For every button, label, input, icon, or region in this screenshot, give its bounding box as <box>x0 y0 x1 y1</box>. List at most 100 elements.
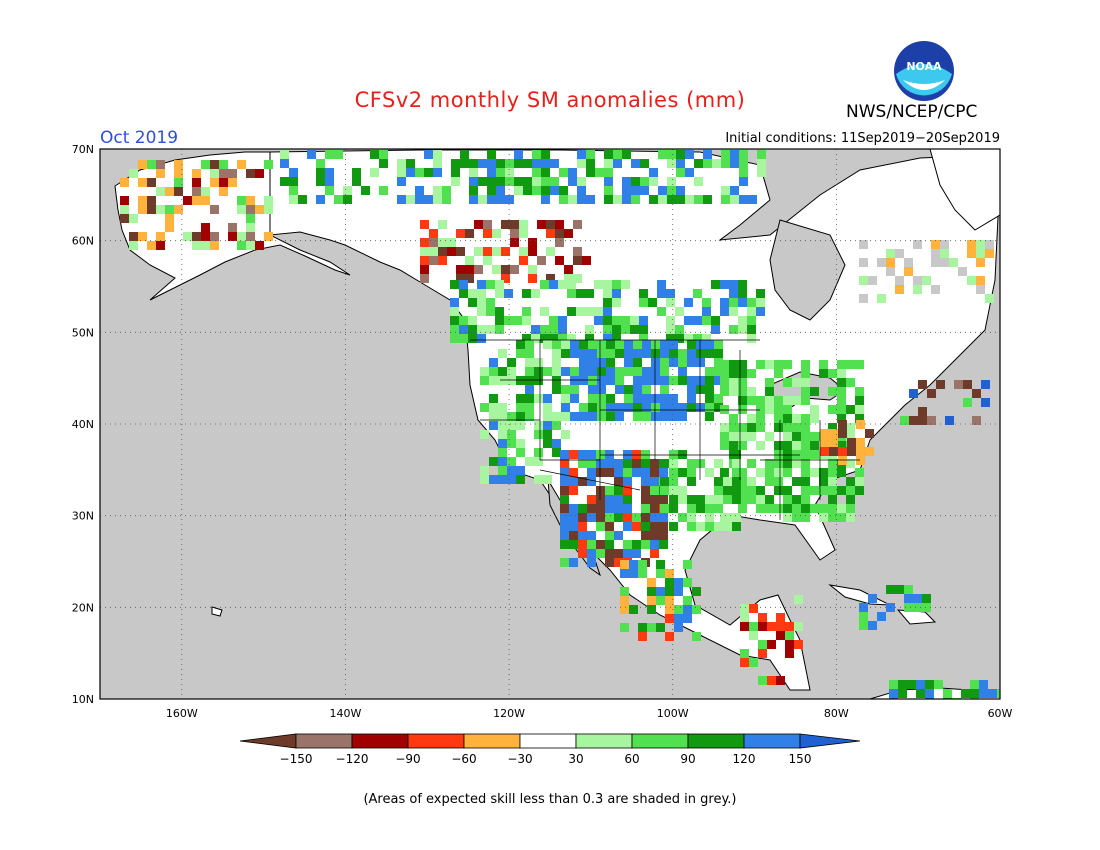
anomaly-cell <box>561 340 570 349</box>
anomaly-cell <box>747 486 756 495</box>
anomaly-cell <box>683 578 692 587</box>
anomaly-cell <box>570 412 579 421</box>
anomaly-cell <box>465 256 474 265</box>
anomaly-cell <box>480 475 489 484</box>
anomaly-cell <box>486 280 495 289</box>
anomaly-cell <box>632 522 641 531</box>
anomaly-cell <box>597 394 606 403</box>
anomaly-cell <box>507 430 516 439</box>
anomaly-cell <box>523 186 532 195</box>
anomaly-cell <box>648 298 657 307</box>
anomaly-cell <box>794 595 803 604</box>
anomaly-cell <box>486 307 495 316</box>
anomaly-cell <box>656 596 665 605</box>
anomaly-cell <box>913 603 922 612</box>
anomaly-cell <box>641 495 650 504</box>
anomaly-cell <box>438 256 447 265</box>
anomaly-cell <box>588 349 597 358</box>
anomaly-cell <box>647 587 656 596</box>
anomaly-cell <box>756 441 765 450</box>
anomaly-cell <box>669 412 678 421</box>
anomaly-cell <box>307 150 316 159</box>
anomaly-cell <box>649 168 658 177</box>
anomaly-cell <box>801 513 810 522</box>
anomaly-cell <box>469 186 478 195</box>
anomaly-cell <box>264 205 273 214</box>
anomaly-cell <box>696 504 705 513</box>
anomaly-cell <box>651 340 660 349</box>
anomaly-cell <box>523 159 532 168</box>
anomaly-cell <box>660 358 669 367</box>
anomaly-cell <box>837 504 846 513</box>
anomaly-cell <box>801 432 810 441</box>
anomaly-cell <box>577 177 586 186</box>
anomaly-cell <box>940 258 949 267</box>
anomaly-cell <box>576 289 585 298</box>
anomaly-cell <box>651 349 660 358</box>
anomaly-cell <box>747 316 756 325</box>
anomaly-cell <box>997 689 1000 698</box>
anomaly-cell <box>792 495 801 504</box>
anomaly-cell <box>560 459 569 468</box>
anomaly-cell <box>603 307 612 316</box>
anomaly-cell <box>623 468 632 477</box>
anomaly-cell <box>228 223 237 232</box>
anomaly-cell <box>641 540 650 549</box>
anomaly-cell <box>642 394 651 403</box>
anomaly-cell <box>505 177 514 186</box>
anomaly-cell <box>765 459 774 468</box>
anomaly-cell <box>757 168 766 177</box>
anomaly-cell <box>747 396 756 405</box>
anomaly-cell <box>756 289 765 298</box>
anomaly-cell <box>120 205 129 214</box>
longitude-labels: 160W 140W 120W 100W 80W 60W <box>166 707 1013 720</box>
anomaly-cell <box>469 159 478 168</box>
anomaly-cell <box>656 560 665 569</box>
anomaly-cell <box>687 349 696 358</box>
anomaly-cell <box>657 307 666 316</box>
anomaly-cell <box>165 205 174 214</box>
anomaly-cell <box>792 432 801 441</box>
anomaly-cell <box>666 316 675 325</box>
legend-swatch <box>295 733 353 749</box>
anomaly-cell <box>495 325 504 334</box>
anomaly-cell <box>855 486 864 495</box>
anomaly-cell <box>641 450 650 459</box>
anomaly-cell <box>516 340 525 349</box>
anomaly-cell <box>588 376 597 385</box>
anomaly-cell <box>898 680 907 689</box>
anomaly-cell <box>569 477 578 486</box>
anomaly-cell <box>480 367 489 376</box>
anomaly-cell <box>614 558 623 567</box>
anomaly-cell <box>525 367 534 376</box>
anomaly-cell <box>532 159 541 168</box>
anomaly-cell <box>498 430 507 439</box>
anomaly-cell <box>450 307 459 316</box>
anomaly-cell <box>246 241 255 250</box>
anomaly-cell <box>606 412 615 421</box>
anomaly-cell <box>828 387 837 396</box>
anomaly-cell <box>669 403 678 412</box>
anomaly-cell <box>624 340 633 349</box>
anomaly-cell <box>585 325 594 334</box>
latitude-labels: 70N 60N 50N 40N 30N 20N 10N <box>72 143 94 706</box>
anomaly-cell <box>468 289 477 298</box>
land-hawaii <box>211 606 223 617</box>
anomaly-cell <box>659 540 668 549</box>
anomaly-cell <box>855 468 864 477</box>
anomaly-cell <box>740 604 749 613</box>
anomaly-cell <box>487 150 496 159</box>
anomaly-cell <box>420 247 429 256</box>
anomaly-cell <box>489 376 498 385</box>
anomaly-cell <box>687 340 696 349</box>
anomaly-cell <box>909 389 918 398</box>
anomaly-cell <box>895 585 904 594</box>
lon-tick-label: 160W <box>166 707 198 720</box>
anomaly-cell <box>507 457 516 466</box>
anomaly-cell <box>739 168 748 177</box>
anomaly-cell <box>156 205 165 214</box>
anomaly-cell <box>792 378 801 387</box>
anomaly-cell <box>801 369 810 378</box>
anomaly-cell <box>747 495 756 504</box>
anomaly-cell <box>665 632 674 641</box>
